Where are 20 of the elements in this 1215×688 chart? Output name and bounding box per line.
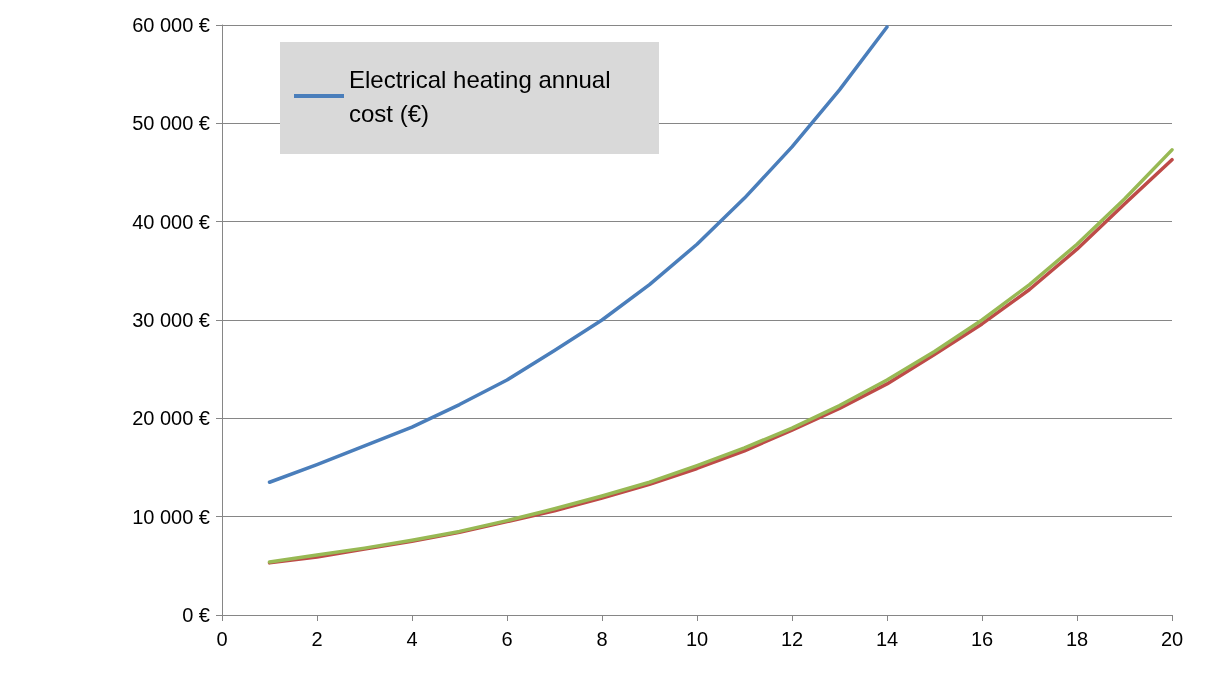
x-tick-label: 6: [501, 628, 513, 650]
y-tick-label: 40 000 €: [132, 210, 210, 233]
x-tick-label: 10: [685, 628, 709, 650]
x-tick-label: 0: [216, 628, 228, 650]
x-tick-label: 12: [780, 628, 804, 650]
y-tick-label: 10 000 €: [132, 505, 210, 528]
y-tick-label: 30 000 €: [132, 309, 210, 331]
y-tick-label: 50 000 €: [132, 112, 210, 135]
x-tick-label: 2: [311, 628, 323, 650]
y-tick-label: 0 €: [182, 604, 210, 626]
x-tick-label: 8: [596, 628, 608, 650]
x-tick-label: 18: [1065, 628, 1089, 650]
y-tick-label: 60 000 €: [132, 14, 210, 36]
line-series: [267, 25, 889, 484]
x-tick-label: 20: [1160, 628, 1184, 650]
x-tick-label: 14: [875, 628, 899, 650]
x-tick-label: 4: [406, 628, 418, 650]
legend-label: Electrical heating annual cost (€): [349, 65, 618, 127]
y-tick-label: 20 000 €: [132, 407, 210, 430]
x-tick-label: 16: [970, 628, 994, 650]
